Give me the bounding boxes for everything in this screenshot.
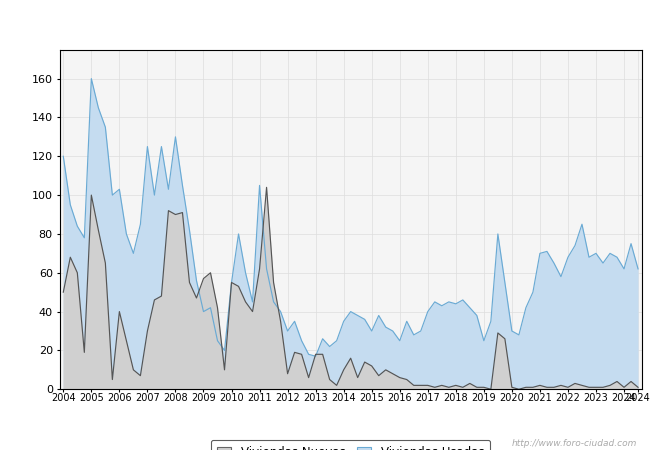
- Legend: Viviendas Nuevas, Viviendas Usadas: Viviendas Nuevas, Viviendas Usadas: [211, 440, 490, 450]
- Text: Requena - Evolucion del Nº de Transacciones Inmobiliarias: Requena - Evolucion del Nº de Transaccio…: [122, 12, 528, 26]
- Text: http://www.foro-ciudad.com: http://www.foro-ciudad.com: [512, 439, 637, 448]
